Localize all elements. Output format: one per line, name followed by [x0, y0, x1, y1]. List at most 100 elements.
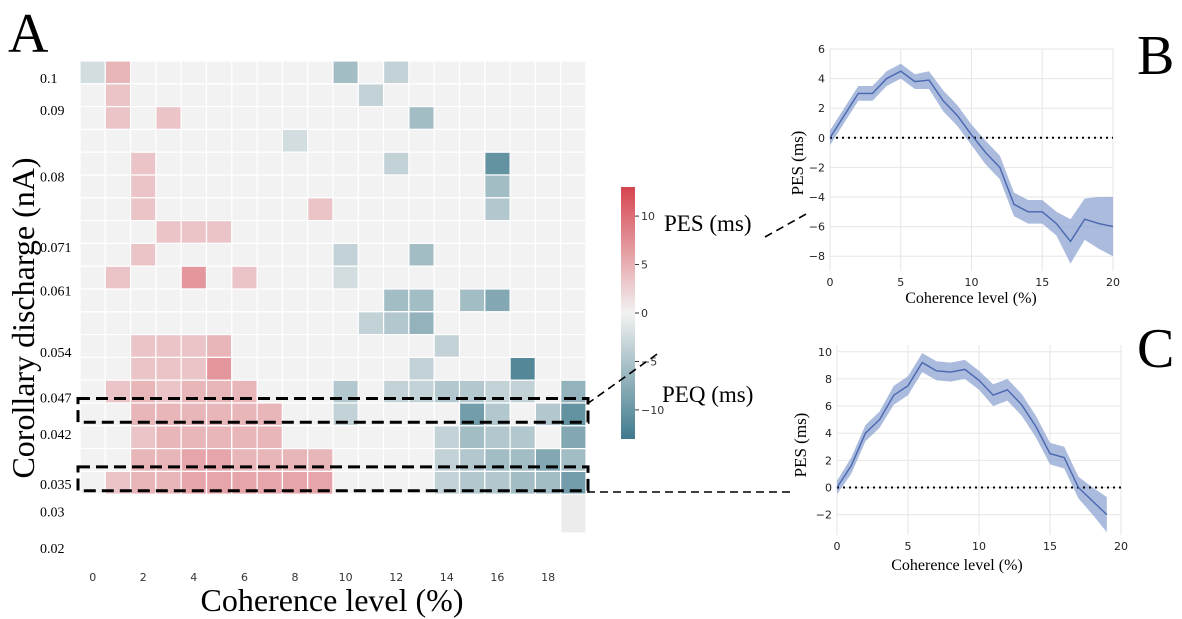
- heatmap-cell: [307, 174, 334, 199]
- heatmap-y-tick-label: 0.047: [40, 391, 72, 406]
- heatmap-cell: [307, 60, 334, 85]
- heatmap-cell: [307, 288, 334, 313]
- heatmap-cell: [180, 105, 208, 130]
- panel-c-x-axis-label: Coherence level (%): [891, 557, 1022, 574]
- panel-c-x-tick-label: 0: [834, 540, 841, 553]
- heatmap-cell: [104, 356, 132, 381]
- heatmap-cell: [458, 311, 486, 336]
- heatmap-cell: [509, 174, 537, 199]
- heatmap-cell: [231, 128, 258, 153]
- heatmap-cell: [433, 151, 461, 176]
- heatmap-cell: [484, 311, 511, 336]
- heatmap-cell: [534, 83, 562, 108]
- heatmap-cell: [281, 311, 309, 336]
- heatmap-cell: [104, 288, 132, 313]
- heatmap-cell: [104, 220, 132, 245]
- heatmap-cell: [205, 83, 233, 108]
- heatmap-cell: [231, 174, 258, 199]
- heatmap-cell: [509, 311, 537, 336]
- panel-c-confidence-band: [837, 353, 1107, 533]
- colorbar-label-peq: PEQ (ms): [662, 382, 753, 407]
- heatmap-cell: [458, 334, 486, 359]
- heatmap-cell: [281, 128, 309, 153]
- heatmap-cell: [205, 174, 233, 199]
- heatmap-cell: [155, 265, 182, 290]
- heatmap-cell: [180, 128, 208, 153]
- heatmap-cell: [534, 334, 562, 359]
- heatmap-cell: [408, 288, 435, 313]
- heatmap-cell: [307, 105, 334, 130]
- panel-c-ticks: 0 5 10 15 20 −2 0 2 4 6 8 10: [816, 346, 1128, 553]
- heatmap-cell: [155, 197, 182, 222]
- heatmap-cell: [332, 60, 359, 85]
- heatmap-cell: [281, 220, 309, 245]
- heatmap-cell: [458, 197, 486, 222]
- heatmap-cell: [79, 356, 106, 381]
- heatmap-cell: [484, 288, 511, 313]
- heatmap-y-tick-label: 0.054: [40, 346, 72, 361]
- heatmap-cell: [357, 60, 385, 85]
- heatmap-cell: [433, 60, 461, 85]
- heatmap-cell: [383, 83, 410, 108]
- heatmap-cell: [205, 151, 233, 176]
- heatmap-x-tick-label: 0: [89, 571, 96, 584]
- heatmap-cell: [231, 220, 258, 245]
- colorbar-tick-label: −5: [641, 356, 657, 369]
- heatmap-cell: [104, 311, 132, 336]
- heatmap-cell: [433, 288, 461, 313]
- heatmap-cell: [560, 356, 587, 381]
- heatmap-cell: [534, 242, 562, 267]
- heatmap-cell: [79, 151, 106, 176]
- heatmap-cells: [79, 60, 587, 534]
- heatmap-cell: [509, 425, 537, 450]
- heatmap-cell: [130, 265, 157, 290]
- heatmap-cell: [484, 174, 511, 199]
- heatmap-cell: [104, 151, 132, 176]
- heatmap-cell: [534, 356, 562, 381]
- heatmap-cell: [408, 105, 435, 130]
- heatmap-cell: [180, 356, 208, 381]
- colorbar-tick-label: 0: [641, 307, 648, 320]
- heatmap-cell: [155, 105, 182, 130]
- heatmap-cell: [79, 242, 106, 267]
- heatmap-cell: [205, 242, 233, 267]
- heatmap-cell: [281, 151, 309, 176]
- colorbar-gradient: [621, 187, 635, 439]
- heatmap-cell: [383, 220, 410, 245]
- heatmap-cell: [357, 220, 385, 245]
- heatmap-cell: [383, 265, 410, 290]
- heatmap-x-tick-label: 12: [389, 571, 403, 584]
- heatmap-cell: [357, 174, 385, 199]
- heatmap-cell: [155, 83, 182, 108]
- heatmap-cell: [560, 83, 587, 108]
- heatmap-cell: [231, 311, 258, 336]
- heatmap-cell: [307, 128, 334, 153]
- panel-b-series-line: [829, 70, 1114, 243]
- panel-b-y-tick-label: −4: [809, 191, 825, 204]
- heatmap-cell: [205, 197, 233, 222]
- heatmap-cell: [357, 105, 385, 130]
- heatmap-cell: [534, 60, 562, 85]
- heatmap-cell: [433, 220, 461, 245]
- heatmap-cell: [534, 174, 562, 199]
- heatmap-y-tick-label: 0.042: [40, 428, 72, 443]
- heatmap-x-tick-label: 10: [339, 571, 353, 584]
- panel-c-y-tick-label: 6: [825, 400, 832, 413]
- heatmap-cell: [433, 174, 461, 199]
- heatmap-cell: [256, 105, 284, 130]
- heatmap-cell: [433, 425, 461, 450]
- heatmap-cell: [104, 265, 132, 290]
- heatmap-cell: [231, 197, 258, 222]
- heatmap-cell: [509, 334, 537, 359]
- heatmap-cell: [281, 265, 309, 290]
- heatmap-cell: [231, 288, 258, 313]
- panel-b-y-tick-label: 4: [818, 73, 825, 86]
- heatmap-cell: [180, 197, 208, 222]
- heatmap-cell: [231, 265, 258, 290]
- heatmap-cell: [307, 334, 334, 359]
- heatmap-cell: [281, 83, 309, 108]
- colorbar-tick-label: 10: [641, 210, 655, 223]
- heatmap-cell: [484, 128, 511, 153]
- heatmap-cell: [155, 220, 182, 245]
- panel-c-x-tick-label: 10: [972, 540, 986, 553]
